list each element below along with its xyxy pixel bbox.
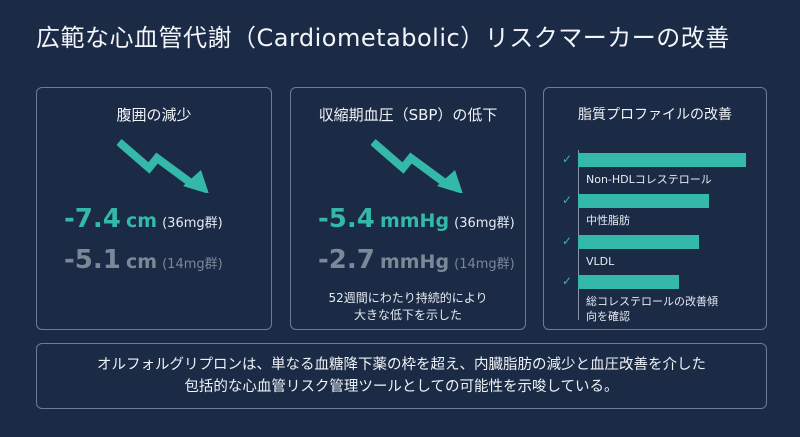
note-line: 大きな低下を示した: [353, 308, 462, 322]
primary-group: (36mg群): [454, 216, 515, 231]
secondary-number: -2.7: [318, 245, 375, 275]
primary-unit: cm: [125, 210, 158, 232]
summary-line: 包括的な心血管リスク管理ツールとしての可能性を示唆している。: [184, 379, 619, 395]
card-lipid-profile: 脂質プロファイルの改善 ✓ Non-HDLコレステロール ✓ 中性脂肪 ✓ VL…: [543, 87, 767, 330]
secondary-value: -5.1 cm (14mg群): [64, 245, 223, 275]
lipid-label: VLDL: [586, 255, 615, 268]
card-waist-reduction: 腹囲の減少 -7.4 cm (36mg群) -5.1 cm (14mg群): [36, 87, 272, 330]
secondary-value: -2.7 mmHg (14mg群): [318, 245, 515, 275]
lipid-label: 向を確認: [586, 310, 630, 323]
lipid-bar: [578, 194, 709, 208]
secondary-number: -5.1: [64, 245, 121, 275]
primary-number: -7.4: [64, 204, 121, 234]
trend-down-arrow-icon: [371, 138, 463, 193]
lipid-bar: [578, 235, 699, 249]
check-icon: ✓: [562, 152, 573, 166]
check-icon: ✓: [562, 234, 573, 248]
card-title: 収縮期血圧（SBP）の低下: [318, 106, 498, 124]
card-title: 腹囲の減少: [116, 106, 192, 124]
lipid-label: 総コレステロールの改善傾: [586, 295, 718, 308]
note-line: 52週間にわたり持続的により: [328, 291, 488, 305]
secondary-group: (14mg群): [162, 257, 223, 272]
secondary-group: (14mg群): [454, 257, 515, 272]
summary-line: オルフォルグリプロンは、単なる血糖降下薬の枠を超え、内臓脂肪の減少と血圧改善を介…: [97, 357, 706, 373]
primary-value: -5.4 mmHg (36mg群): [318, 204, 515, 234]
card-note: 52週間にわたり持続的により 大きな低下を示した: [291, 290, 525, 324]
card-title: 脂質プロファイルの改善: [578, 107, 732, 123]
lipid-bar: [578, 153, 746, 167]
secondary-unit: mmHg: [379, 251, 450, 273]
lipid-label: Non-HDLコレステロール: [586, 173, 712, 186]
check-icon: ✓: [562, 274, 573, 288]
lipid-bar: [578, 275, 679, 289]
page-title: 広範な心血管代謝（Cardiometabolic）リスクマーカーの改善: [36, 24, 730, 52]
summary-box: オルフォルグリプロンは、単なる血糖降下薬の枠を超え、内臓脂肪の減少と血圧改善を介…: [36, 343, 767, 409]
lipid-label: 中性脂肪: [586, 214, 630, 227]
primary-group: (36mg群): [162, 216, 223, 231]
secondary-unit: cm: [125, 251, 158, 273]
check-icon: ✓: [562, 193, 573, 207]
trend-down-arrow-icon: [117, 138, 209, 193]
primary-value: -7.4 cm (36mg群): [64, 204, 223, 234]
primary-unit: mmHg: [379, 210, 450, 232]
card-sbp-reduction: 収縮期血圧（SBP）の低下 -5.4 mmHg (36mg群) -2.7 mmH…: [290, 87, 526, 330]
primary-number: -5.4: [318, 204, 375, 234]
